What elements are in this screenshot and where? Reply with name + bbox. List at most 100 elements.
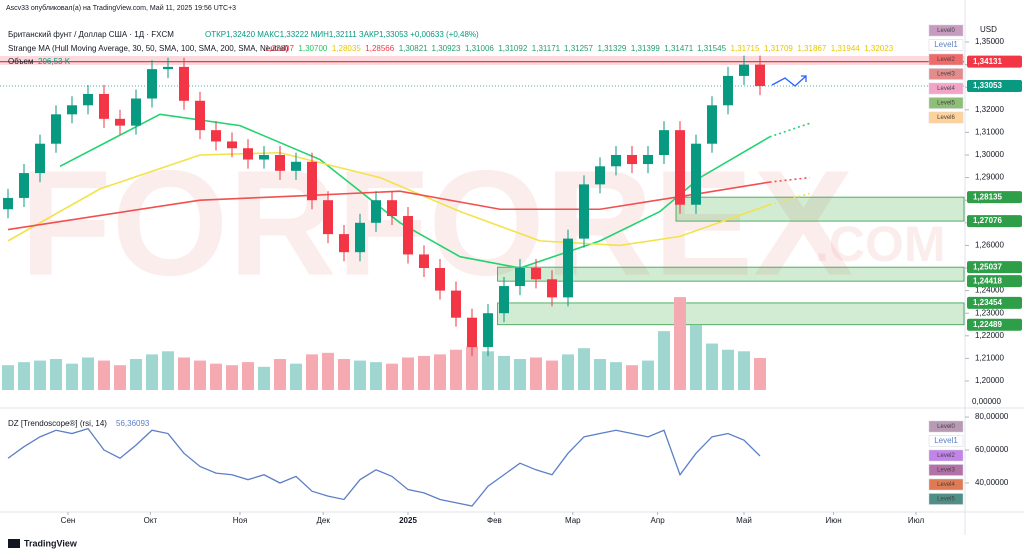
price-tag-label: 1,33053 [973,81,1002,90]
ma-readout: 1,30923 [432,44,461,53]
price-tag [967,191,1022,204]
y-tick-label: 1,20000 [975,376,1004,385]
y-tick-label: 1,21000 [975,353,1004,362]
candle-body [547,279,557,298]
volume-bar [194,360,206,390]
x-tick-label: Мар [565,516,581,525]
level-box-label: Level2 [937,453,955,459]
y-tick-label: 1,30000 [975,150,1004,159]
y-tick-label: 1,29000 [975,173,1004,182]
candle-body [131,98,141,126]
candle-body [243,148,253,160]
candle-body [723,75,733,106]
candle-body [179,66,189,101]
x-tick-label: Дек [317,516,331,525]
price-tag-label: 1,25037 [973,262,1002,271]
candle-body [531,267,541,280]
level-box [928,111,964,124]
level-box-label: Level4 [937,482,955,488]
candle-body [691,143,701,205]
candle-body [147,69,157,99]
volume-bar [338,359,350,390]
candle-body [595,166,605,185]
volume-bar [210,363,222,390]
volume-bar [466,346,478,390]
ma-readout: 1,31471 [664,44,693,53]
volume-bar [434,354,446,390]
level-box-label: Level3 [937,72,955,78]
volume-bar [706,343,718,390]
candle-body [323,200,333,235]
volume-bar [274,359,286,390]
footer-logo [8,539,20,548]
level-box [928,53,964,66]
ma-readout: 1,31399 [631,44,660,53]
volume-bar [642,360,654,390]
candle-body [483,313,493,348]
extra-axis-label: 0,00000 [972,397,1001,406]
price-tag-label: 1,28135 [973,192,1002,201]
volume-bar [562,354,574,390]
ma-readout: 1,31545 [697,44,726,53]
level-zone [675,196,965,222]
volume-bar [354,360,366,390]
watermark-suffix: .COM [815,216,946,272]
volume-bar [578,348,590,390]
candle-body [195,100,205,131]
candle-body [499,286,509,314]
candle-body [707,105,717,144]
candle-body [579,184,589,239]
price-tag-label: 1,23454 [973,298,1002,307]
candle-body [403,216,413,255]
x-tick-label: Апр [651,516,666,525]
ma-readout: 1,31257 [564,44,593,53]
candle-body [35,143,45,174]
volume-bar [226,365,238,390]
candle-body [3,197,13,210]
ma-readout: 1,31867 [797,44,826,53]
x-tick-label: Сен [61,516,76,525]
currency: USD [980,25,997,34]
level-box [928,39,964,51]
volume-bar [546,360,558,390]
volume-bar [418,355,430,390]
volume-bar [530,357,542,390]
volume-bar [658,331,670,390]
candle-body [339,234,349,253]
level-box-label: Level0 [937,28,955,34]
candle-body [19,173,29,198]
ma-forecast [769,192,810,206]
level-box [928,420,964,433]
ma-readout: 1,28566 [365,44,394,53]
candle-body [83,93,93,106]
footer-brand: TradingView [24,538,78,548]
candle-body [755,64,765,87]
level-box-label: Level6 [937,115,955,121]
candle-body [387,200,397,217]
price-tag [967,55,1022,68]
volume-bar [130,359,142,390]
level-box [928,435,964,447]
footer-bar [0,535,1024,554]
x-tick-label: Ноя [233,516,248,525]
price-tag-label: 1,27076 [973,216,1002,225]
x-tick-label: 2025 [399,516,417,525]
y-tick-label: 1,22000 [975,331,1004,340]
candle-body [515,267,525,287]
volume-name: Объем [8,57,34,66]
candle-body [291,161,301,171]
volume-bar [34,360,46,390]
ma-readout: 1,30700 [298,44,327,53]
level-box [928,24,964,37]
volume-bar [2,365,14,390]
level-box [928,464,964,476]
level-box-label: Level4 [937,86,955,92]
candle-body [659,130,669,156]
x-tick-label: Окт [144,516,158,525]
rsi-value: 56,36093 [116,419,150,428]
level-zone [497,302,965,326]
price-tag-label: 1,24418 [973,276,1002,285]
ma-readout: 1,31944 [831,44,860,53]
indicator-name: Strange MA (Hull Moving Average, 30, 50,… [8,44,289,53]
